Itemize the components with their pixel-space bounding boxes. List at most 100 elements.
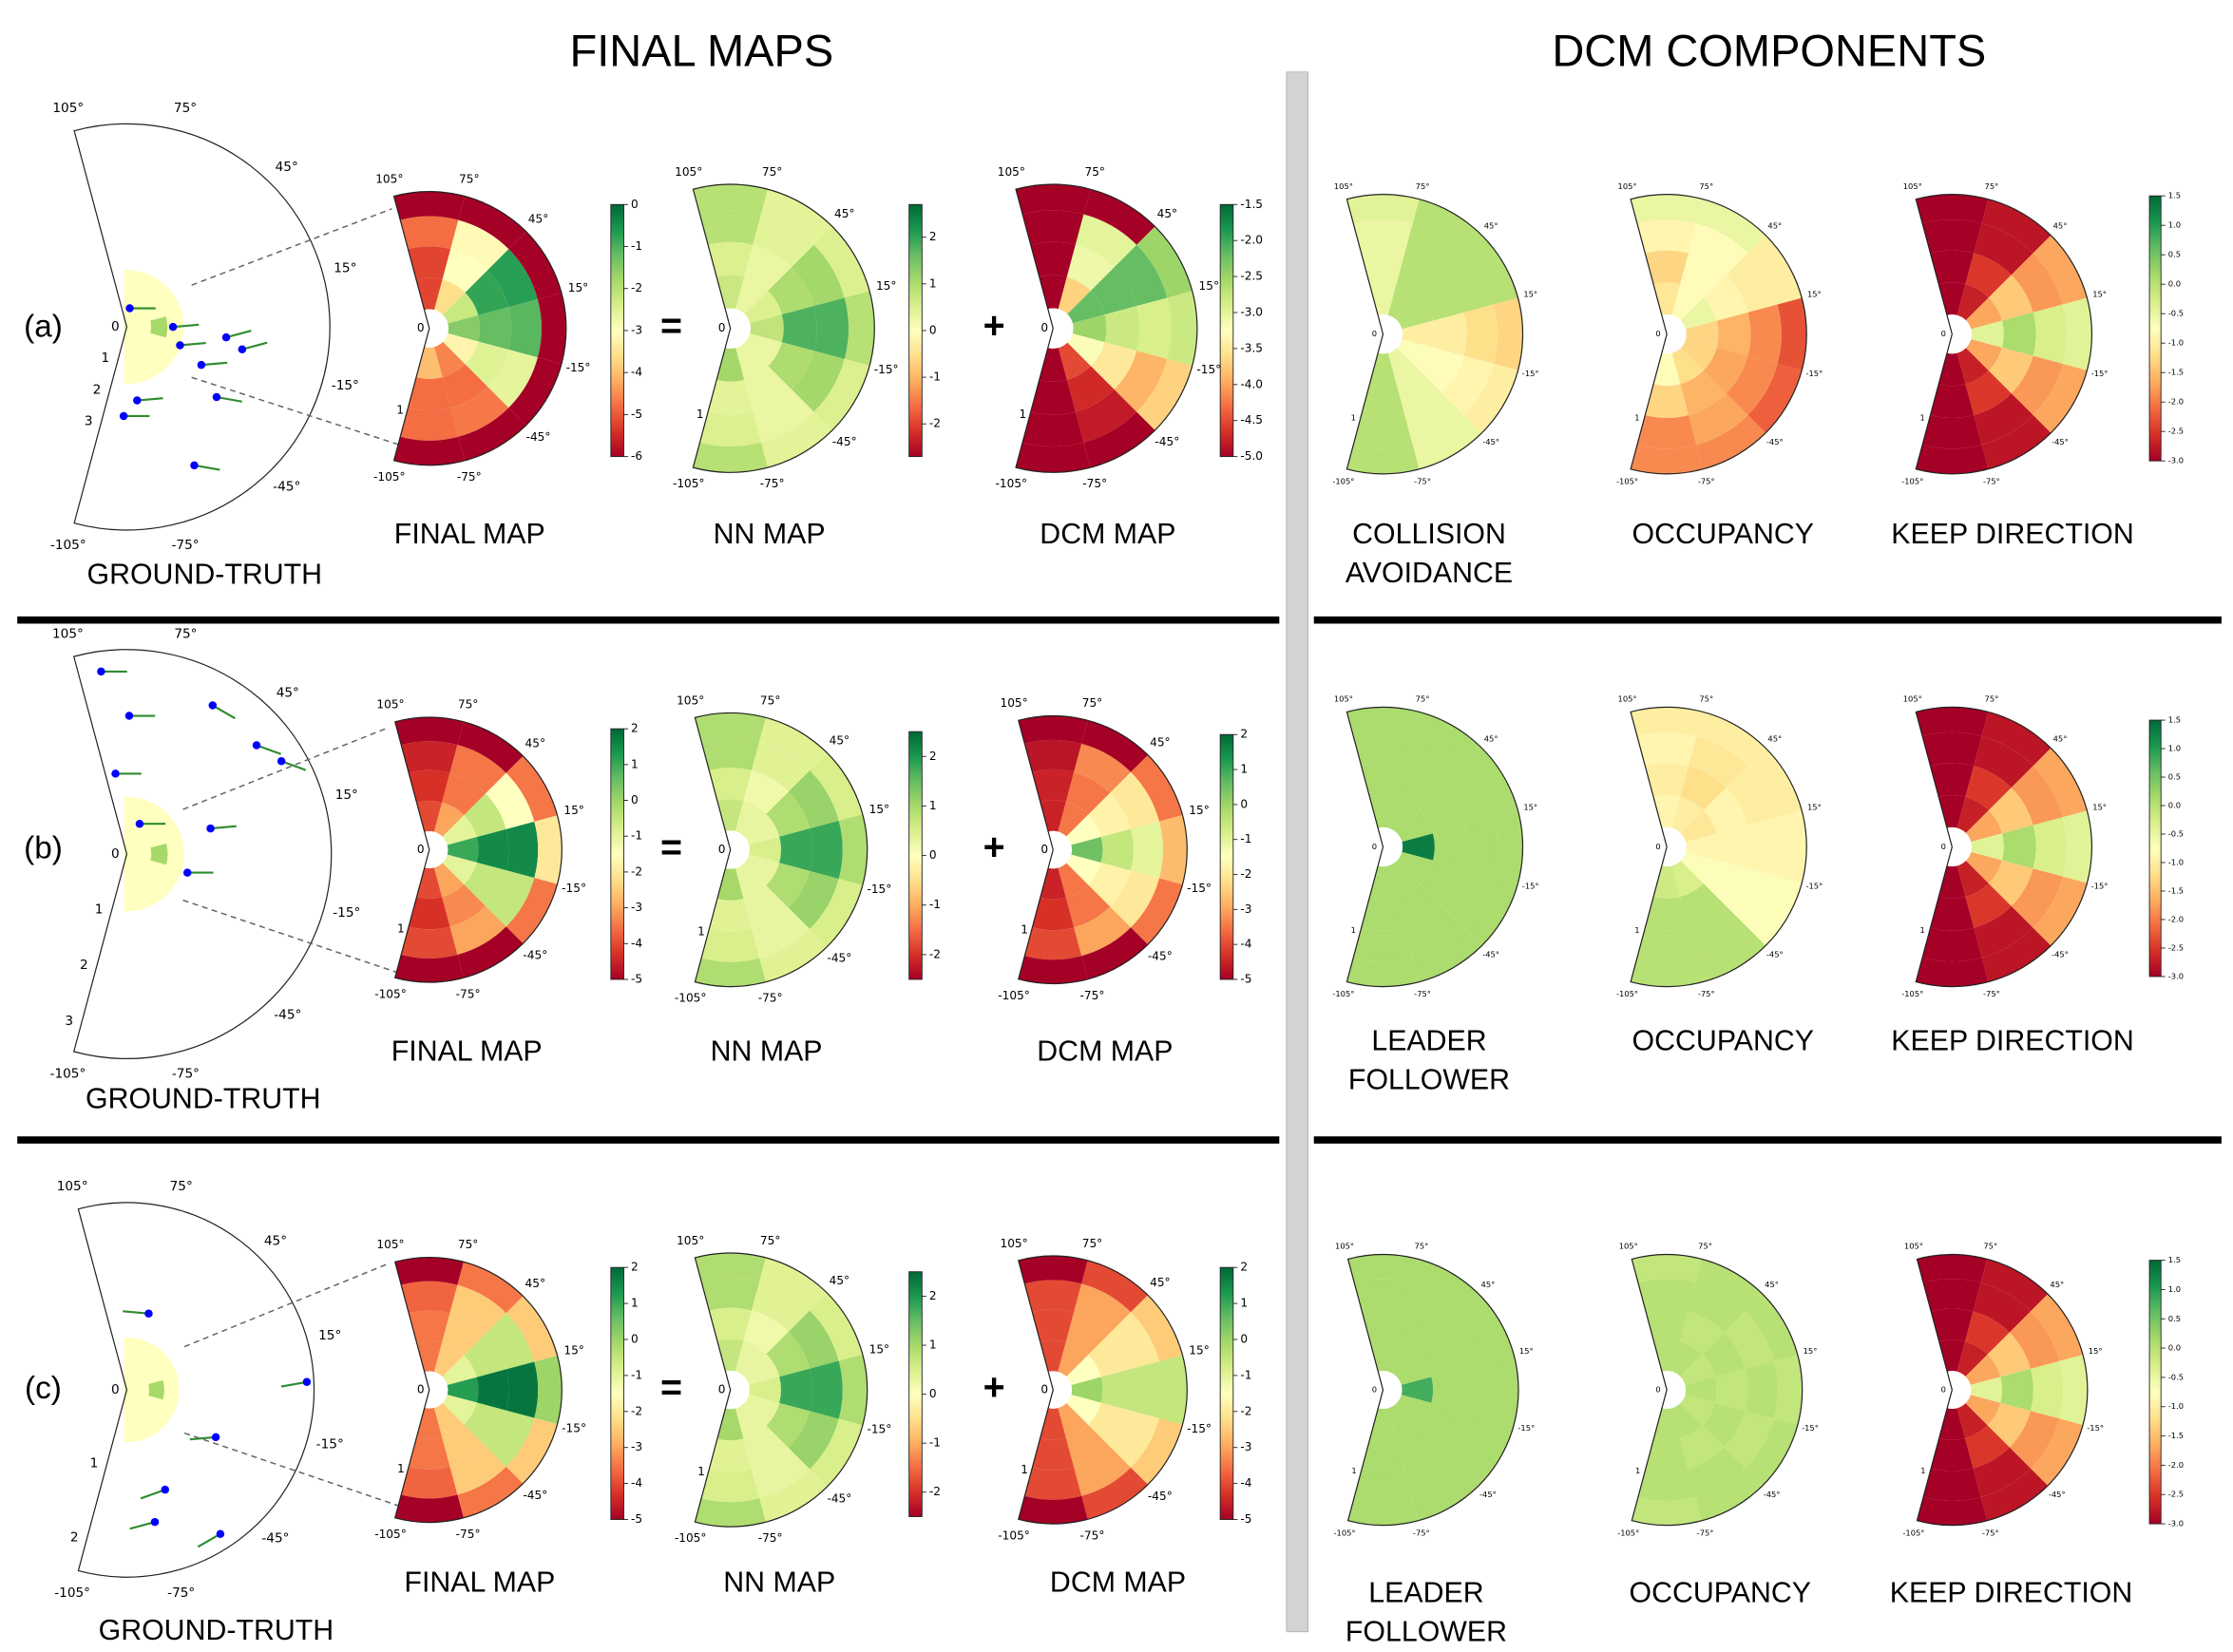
heatmap-cell	[1702, 1402, 1746, 1448]
agent-dot	[206, 824, 215, 833]
agent-dot	[133, 396, 142, 405]
angle-tick-label: -15°	[1517, 1423, 1535, 1433]
angle-tick-label: -15°	[316, 1436, 344, 1452]
row-divider	[17, 1136, 1280, 1144]
heatmap-cell	[813, 358, 870, 430]
agent-dot	[216, 1529, 225, 1538]
heatmap-cell	[1058, 342, 1091, 380]
heatmap-cell	[1032, 769, 1075, 803]
heatmap-cell	[693, 442, 768, 473]
colorbar-tick-label: -3.0	[1240, 306, 1263, 319]
heatmap-cell	[2033, 235, 2088, 305]
component-label: KEEP DIRECTION	[1890, 1577, 2132, 1608]
colorbar-tick-label: -2	[631, 281, 642, 294]
heatmap-cell	[409, 769, 450, 803]
angle-tick-label: -15°	[1187, 882, 1212, 895]
angle-tick-label: -105°	[1332, 476, 1354, 485]
agent-dot	[208, 701, 218, 710]
agent-dot	[144, 1309, 153, 1318]
radial-tick-label: 1	[1634, 925, 1639, 935]
radial-tick-label: 1	[1020, 408, 1027, 421]
polar-outline	[1631, 1253, 1804, 1527]
colorbar-tick-label: -2.0	[1240, 234, 1263, 247]
radial-tick-label: 1	[397, 922, 405, 936]
heatmap-cell	[1716, 312, 1751, 356]
agent-dot	[111, 769, 120, 778]
angle-tick-label: 75°	[1415, 1242, 1429, 1251]
heatmap-cell	[433, 1342, 465, 1377]
angle-tick-label: 105°	[1618, 181, 1637, 191]
heatmap-cell	[442, 1395, 477, 1425]
heatmap-cell	[1988, 275, 2033, 321]
heatmap-cell	[1930, 897, 1975, 931]
component-label: LEADER	[1368, 1577, 1483, 1608]
polar-outline	[77, 1202, 315, 1578]
angle-tick-label: -15°	[867, 1423, 891, 1436]
heatmap-cell	[788, 1310, 839, 1369]
heatmap-cell	[433, 863, 465, 898]
heatmap-cell	[1081, 1260, 1148, 1313]
heatmap-cell	[1353, 414, 1413, 449]
heatmap-cell	[1973, 1447, 2031, 1497]
heatmap-cell	[759, 1257, 828, 1311]
angle-tick-label: -105°	[1902, 1528, 1924, 1537]
component-label: LEADER	[1371, 1026, 1486, 1057]
radial-tick-label: 0	[417, 321, 425, 334]
heatmap-cell	[442, 772, 486, 816]
heatmap-cell	[1071, 837, 1103, 864]
heatmap-cell	[1956, 284, 1989, 321]
heatmap-cell	[1980, 1468, 2049, 1521]
colorbar-tick-label: 0.5	[2168, 250, 2181, 259]
heatmap-cell	[1637, 1279, 1696, 1312]
colorbar: -1.5 -2.0 -2.5 -3.0 -3.5 -4.0 -4.5 -5.0	[1219, 198, 1263, 463]
heatmap-cell	[1747, 363, 1803, 433]
agent-heading	[189, 1435, 217, 1441]
angle-tick-label: -45°	[1766, 437, 1784, 446]
agent-dot	[135, 819, 144, 828]
zoom-guide-line	[191, 376, 418, 452]
heatmap-cell	[447, 837, 479, 863]
heatmap-cell	[1923, 1279, 1981, 1312]
heatmap-cell	[810, 1360, 843, 1419]
radial-tick-label: 1	[1021, 922, 1028, 936]
angle-tick-label: -15°	[1187, 1422, 1212, 1435]
colorbar-tick-label: -2.0	[2168, 1460, 2184, 1470]
radial-tick-label: 1	[1920, 925, 1925, 935]
angle-tick-label: -45°	[827, 952, 851, 965]
heatmap-cell	[1726, 253, 1778, 313]
heatmap-cell	[781, 306, 817, 351]
colorbar-tick-label: 0.5	[2168, 1314, 2181, 1323]
colorbar-tick-label: 0.5	[2168, 772, 2181, 782]
heatmap-cell	[1688, 736, 1748, 788]
heatmap-cell	[1703, 347, 1748, 394]
angle-tick-label: -15°	[1806, 369, 1823, 378]
heatmap-cell	[1066, 1395, 1101, 1425]
heatmap-cell	[1088, 1402, 1132, 1447]
heatmap-cell	[766, 1402, 811, 1449]
heatmap-cell	[1965, 1395, 2001, 1426]
heatmap-cell	[1974, 393, 2033, 446]
angle-tick-label: 75°	[762, 165, 782, 179]
angle-tick-label: 45°	[525, 1277, 545, 1290]
heatmap-cell	[408, 246, 451, 280]
heatmap-cell	[1433, 825, 1467, 869]
heatmap-cell	[1081, 720, 1148, 772]
heatmap-cell	[1346, 707, 1420, 737]
heatmap-cell	[1702, 1332, 1746, 1377]
radial-tick-label: 1	[1635, 1466, 1640, 1475]
colorbar-tick-label: 0	[631, 1333, 639, 1346]
colorbar-tick-label: 0	[631, 793, 639, 807]
heatmap-cell	[1631, 445, 1704, 474]
colorbar: 2 1 0 -1 -2 -3 -4 -5	[1219, 1261, 1252, 1526]
heatmap-cell	[1411, 1468, 1479, 1521]
angle-tick-label: 75°	[1985, 694, 1999, 704]
colorbar-tick-label: -1.0	[2168, 338, 2184, 348]
component-label: COLLISION	[1352, 519, 1506, 550]
heatmap-cell	[1636, 414, 1697, 449]
colorbar-tick-label: -0.5	[2168, 1372, 2184, 1381]
angle-tick-label: -45°	[2052, 950, 2069, 959]
heatmap-cell	[1645, 250, 1689, 285]
heatmap-cell	[1065, 771, 1111, 815]
radial-tick-label: 0	[1372, 329, 1377, 338]
heatmap-cell	[709, 1307, 753, 1341]
